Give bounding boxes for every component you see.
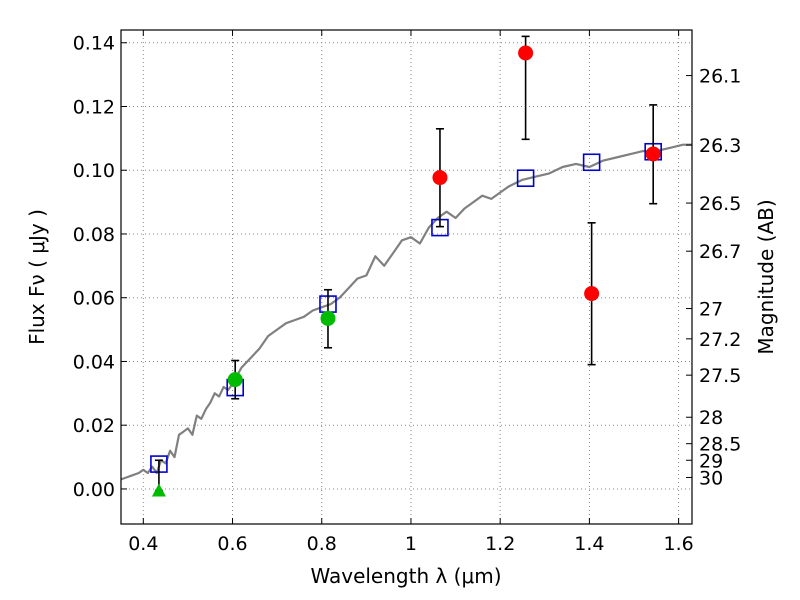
x-tick-label: 1.4 [574, 533, 604, 555]
model-sed-line [121, 143, 692, 481]
y-tick-label: 0.10 [73, 160, 115, 182]
y-tick-label: 0.14 [73, 33, 115, 55]
x-tick-label: 0.8 [307, 533, 337, 555]
model-photometry-point [516, 169, 535, 187]
y-axis-label: Flux Fν ( μJy ) [25, 209, 49, 345]
grid-lines [121, 30, 692, 524]
y-tick-label: 0.08 [73, 224, 115, 246]
right-tick-label: 26.7 [699, 241, 741, 263]
observed-flux-point [432, 170, 448, 186]
y-tick-label: 0.04 [73, 351, 115, 373]
y-tick-label: 0.02 [73, 415, 115, 437]
right-tick-label: 28 [699, 407, 723, 429]
x-axis-label: Wavelength λ (μm) [310, 564, 501, 588]
plot-frame [120, 29, 693, 525]
right-tick-label: 28.5 [699, 434, 741, 456]
right-tick-label: 26.3 [699, 135, 741, 157]
observed-flux-point [320, 310, 336, 326]
right-tick-label: 29 [699, 450, 723, 472]
observed-flux-point [518, 45, 534, 61]
right-tick-label: 26.1 [699, 66, 741, 88]
x-tick-label: 0.4 [128, 533, 158, 555]
right-tick-label: 27 [699, 299, 723, 321]
y-tick-label: 0.12 [73, 96, 115, 118]
model-photometry-point [582, 153, 601, 172]
y-tick-label: 0.06 [73, 288, 115, 310]
plot-area [121, 35, 692, 497]
axes: 0.4 0.6 0.8 1 1.2 1.4 1.6 0.00 0.02 0.04 0.06 0.08 0… [73, 30, 741, 555]
right-tick-label: 30 [699, 467, 723, 489]
right-axis-label: Magnitude (AB) [754, 199, 778, 354]
right-tick-label: 27.5 [699, 365, 741, 387]
x-tick-label: 1.6 [664, 533, 694, 555]
x-tick-label: 1.2 [485, 533, 515, 555]
upper-limit-point [151, 483, 166, 497]
observed-flux-point [227, 372, 243, 388]
right-tick-label: 26.5 [699, 193, 741, 215]
observed-flux-point [645, 146, 661, 162]
observed-flux-point [584, 286, 600, 302]
x-tick-label: 1 [405, 533, 417, 555]
right-tick-label: 27.2 [699, 329, 741, 351]
x-tick-label: 0.6 [217, 533, 247, 555]
y-tick-label: 0.00 [73, 479, 115, 501]
